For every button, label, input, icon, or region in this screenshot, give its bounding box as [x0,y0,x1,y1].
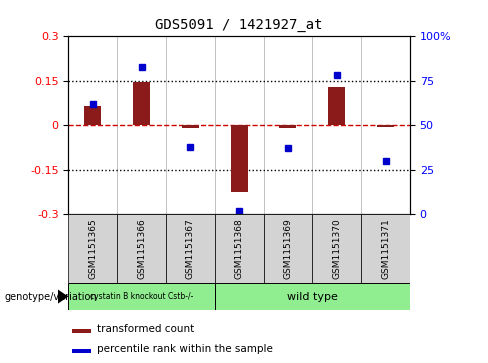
Text: cystatin B knockout Cstb-/-: cystatin B knockout Cstb-/- [90,292,193,301]
Bar [68,283,215,310]
Text: percentile rank within the sample: percentile rank within the sample [98,343,273,354]
Text: GSM1151365: GSM1151365 [88,218,97,279]
Text: GSM1151369: GSM1151369 [284,218,292,279]
Bar [361,214,410,283]
Text: transformed count: transformed count [98,323,195,334]
Bar [264,214,312,283]
Bar [230,125,248,192]
Bar [84,106,102,125]
Text: GSM1151370: GSM1151370 [332,218,341,279]
Polygon shape [58,289,68,304]
Bar [182,125,199,128]
Text: GSM1151367: GSM1151367 [186,218,195,279]
Bar [166,214,215,283]
Text: wild type: wild type [287,292,338,302]
Bar [279,125,297,128]
Bar [72,329,91,333]
Bar [117,214,166,283]
Bar [312,214,361,283]
Title: GDS5091 / 1421927_at: GDS5091 / 1421927_at [155,19,323,33]
Text: genotype/variation: genotype/variation [5,291,98,302]
Bar [68,214,117,283]
Bar [215,283,410,310]
Text: GSM1151371: GSM1151371 [381,218,390,279]
Bar [133,82,150,125]
Bar [72,348,91,352]
Text: GSM1151366: GSM1151366 [137,218,146,279]
Bar [377,125,394,127]
Bar [215,214,264,283]
Bar [328,87,345,125]
Text: GSM1151368: GSM1151368 [235,218,244,279]
